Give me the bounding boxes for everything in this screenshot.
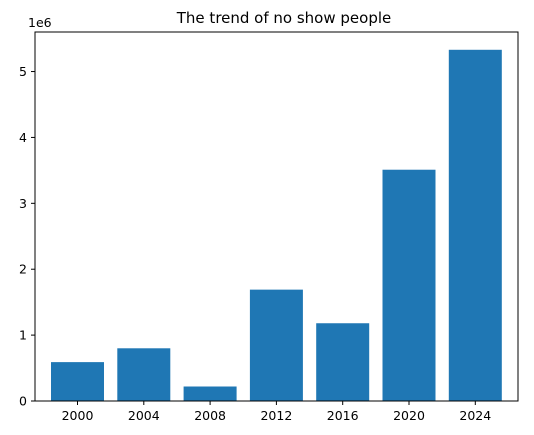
x-tick-label: 2000 bbox=[62, 408, 94, 423]
bar-2024 bbox=[448, 49, 502, 401]
y-tick-label: 4 bbox=[19, 130, 27, 145]
plot-frame bbox=[34, 31, 519, 402]
chart-title: The trend of no show people bbox=[176, 9, 391, 27]
y-tick-label: 1 bbox=[19, 328, 27, 343]
y-tick-label: 0 bbox=[19, 394, 27, 409]
y-tick-label: 2 bbox=[19, 262, 27, 277]
x-tick-label: 2016 bbox=[327, 408, 359, 423]
bar-2004 bbox=[117, 348, 171, 401]
x-tick-label: 2020 bbox=[393, 408, 425, 423]
bars-group bbox=[51, 49, 502, 401]
x-tick-label: 2004 bbox=[128, 408, 160, 423]
y-axis: 0 1 2 3 4 5 bbox=[19, 64, 35, 409]
bar-2000 bbox=[51, 362, 104, 401]
x-tick-label: 2008 bbox=[194, 408, 226, 423]
bar-2012 bbox=[249, 289, 303, 401]
y-tick-label: 3 bbox=[19, 196, 27, 211]
y-axis-offset-label: 1e6 bbox=[28, 15, 52, 30]
bar-2008 bbox=[183, 386, 237, 401]
bar-2020 bbox=[382, 169, 436, 401]
bar-2016 bbox=[316, 323, 370, 401]
x-tick-label: 2012 bbox=[260, 408, 292, 423]
y-tick-label: 5 bbox=[19, 64, 27, 79]
x-tick-label: 2024 bbox=[459, 408, 491, 423]
x-axis: 2000 2004 2008 2012 2016 2020 2024 bbox=[62, 401, 491, 423]
